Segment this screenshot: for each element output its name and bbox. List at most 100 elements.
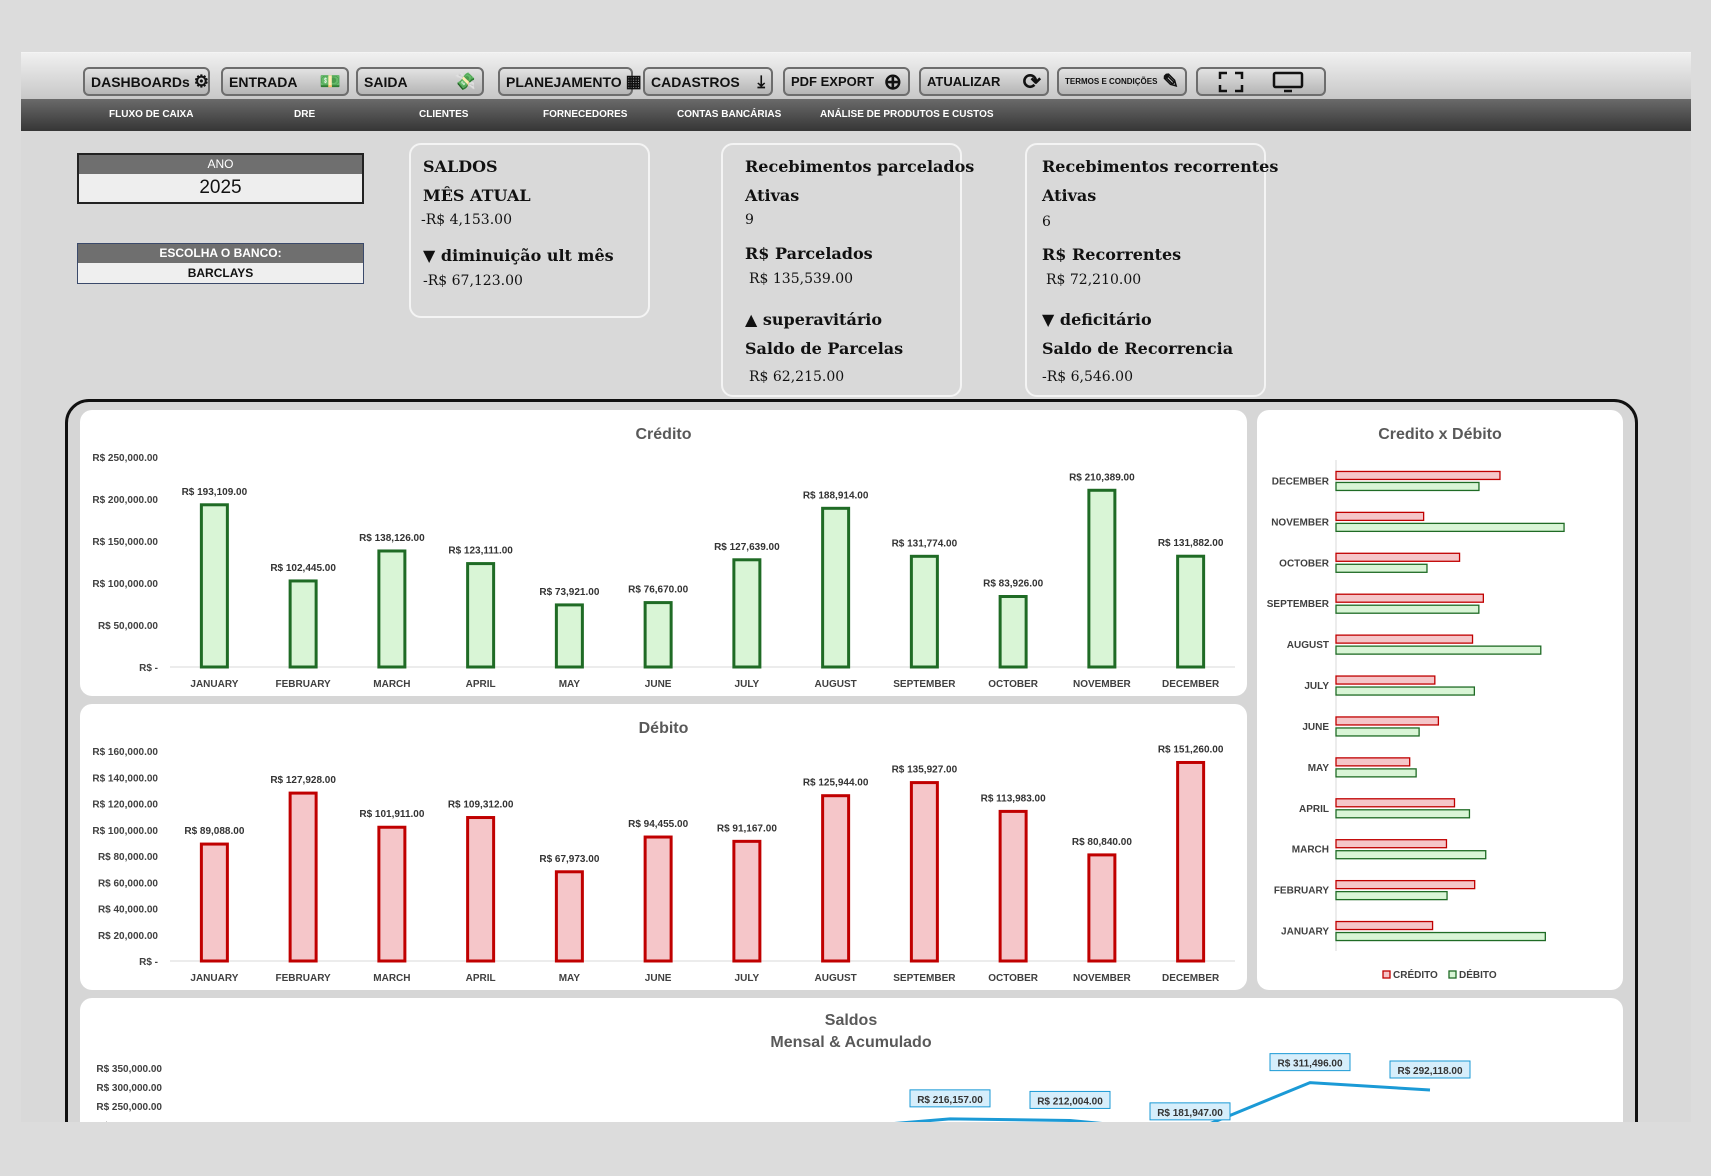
credito-data-label: R$ 138,126.00	[359, 533, 425, 544]
cxd-bar	[1335, 920, 1434, 931]
debito-data-label: R$ 127,928.00	[270, 775, 336, 786]
saldos-data-label: R$ 212,004.00	[1037, 1096, 1103, 1107]
saldos-y-tick-label: R$ 300,000.00	[96, 1083, 162, 1094]
credito-bar	[288, 579, 318, 669]
credito-bar	[821, 506, 851, 669]
cxd-bar	[1335, 563, 1428, 573]
credito-data-label: R$ 131,882.00	[1158, 538, 1224, 549]
cxd-category-label: MARCH	[1292, 845, 1329, 856]
debito-bar	[909, 781, 939, 963]
cxd-bar	[1335, 481, 1480, 492]
bank-selector[interactable]: ESCOLHA O BANCO: BARCLAYS	[77, 243, 364, 284]
credito-bar	[377, 549, 407, 669]
recorrentes-ativas-label: Ativas	[1042, 186, 1097, 205]
edit-document-icon: ✎	[1162, 71, 1179, 93]
subnav-fluxo-de-caixa[interactable]: FLUXO DE CAIXA	[109, 109, 194, 120]
subnav-fornecedores[interactable]: FORNECEDORES	[543, 109, 628, 120]
fullscreen-icon[interactable]	[1218, 71, 1244, 93]
planejamento-button-label: PLANEJAMENTO	[506, 73, 622, 90]
credito-y-tick-label: R$ 200,000.00	[92, 495, 158, 506]
credito-bar	[998, 595, 1028, 669]
cxd-category-label: MAY	[1308, 763, 1330, 774]
dashboard-gear-icon: ⚙	[193, 71, 210, 91]
planejamento-button[interactable]: PLANEJAMENTO ▦	[498, 67, 642, 96]
sub-navigation: FLUXO DE CAIXA DRE CLIENTES FORNECEDORES…	[21, 99, 1691, 131]
cxd-category-label: NOVEMBER	[1271, 517, 1330, 528]
entrada-button[interactable]: ENTRADA 💵	[221, 67, 349, 96]
cxd-bar	[1335, 593, 1484, 603]
saldos-subtitle: MÊS ATUAL	[423, 186, 531, 205]
parcelados-status: ▲ superavitário	[745, 310, 882, 329]
credito-bar	[466, 562, 496, 669]
credito-bar	[1176, 554, 1206, 669]
credito-x-tick-label: JUNE	[645, 679, 672, 690]
recorrentes-rs-value: R$ 72,210.00	[1046, 272, 1142, 288]
debito-bar	[377, 825, 407, 963]
atualizar-button-label: ATUALIZAR	[927, 74, 1001, 89]
debito-data-label: R$ 94,455.00	[628, 819, 688, 830]
subnav-analise-produtos[interactable]: ANÁLISE DE PRODUTOS E CUSTOS	[820, 109, 994, 120]
debito-bar	[643, 835, 673, 963]
credito-bar	[554, 603, 584, 669]
debito-bar	[1176, 760, 1206, 963]
debito-data-label: R$ 67,973.00	[539, 854, 599, 865]
entrada-button-label: ENTRADA	[229, 73, 298, 90]
debito-y-tick-label: R$ 120,000.00	[92, 800, 158, 811]
debito-y-tick-label: R$ 40,000.00	[98, 905, 158, 916]
cxd-bar	[1335, 604, 1480, 614]
cxd-bar	[1335, 634, 1474, 644]
subnav-contas-bancarias[interactable]: CONTAS BANCÁRIAS	[677, 109, 782, 120]
credito-x-tick-label: SEPTEMBER	[893, 679, 956, 690]
saldos-line	[894, 1081, 1431, 1122]
credito-data-label: R$ 123,111.00	[448, 546, 513, 557]
cxd-legend-swatch	[1448, 970, 1457, 979]
credito-data-label: R$ 83,926.00	[983, 579, 1043, 590]
saldos-chart-title: Saldos	[825, 1012, 878, 1029]
top-toolbar: DASHBOARDs ⚙ ENTRADA 💵 SAIDA 💸 PLANEJAME…	[21, 53, 1691, 99]
recorrentes-status: ▼ deficitário	[1042, 310, 1152, 329]
saldos-chart-panel: Saldos Mensal & Acumulado R$ 200,000.00 R$ …	[80, 998, 1623, 1122]
termos-button-label: TERMOS E CONDIÇÕES	[1065, 77, 1158, 86]
credito-x-tick-label: JULY	[735, 679, 760, 690]
cxd-chart-title: Credito x Débito	[1378, 426, 1502, 443]
subnav-clientes[interactable]: CLIENTES	[419, 109, 469, 120]
year-selector[interactable]: ANO 2025	[77, 153, 364, 204]
recorrentes-title: Recebimentos recorrentes	[1042, 157, 1279, 176]
parcelados-saldo-value: R$ 62,215.00	[749, 369, 845, 385]
credito-x-tick-label: NOVEMBER	[1073, 679, 1132, 690]
credito-x-tick-label: AUGUST	[815, 679, 857, 690]
credito-data-label: R$ 127,639.00	[714, 542, 780, 553]
debito-data-label: R$ 101,911.00	[359, 809, 424, 820]
termos-button[interactable]: TERMOS E CONDIÇÕES ✎	[1057, 67, 1187, 96]
cxd-category-label: JULY	[1304, 681, 1329, 692]
money-out-icon: 💸	[454, 71, 476, 91]
dashboards-button[interactable]: DASHBOARDs ⚙	[83, 67, 210, 96]
saida-button[interactable]: SAIDA 💸	[356, 67, 484, 96]
bank-value[interactable]: BARCLAYS	[187, 266, 254, 280]
atualizar-button[interactable]: ATUALIZAR ⟳	[919, 67, 1049, 96]
year-value[interactable]: 2025	[199, 177, 242, 198]
add-circle-icon: ⊕	[883, 68, 902, 94]
credito-y-tick-label: R$ 250,000.00	[92, 453, 158, 464]
credito-y-tick-label: R$ 150,000.00	[92, 537, 158, 548]
saida-button-label: SAIDA	[364, 73, 408, 90]
cxd-bar	[1335, 675, 1436, 685]
cxd-bar	[1335, 552, 1461, 562]
debito-x-tick-label: NOVEMBER	[1073, 973, 1132, 984]
pdf-export-button[interactable]: PDF EXPORT ⊕	[783, 67, 910, 96]
cxd-bar	[1335, 645, 1542, 655]
cxd-legend-label: DÉBITO	[1459, 968, 1497, 981]
saldos-data-label-box	[1029, 1090, 1111, 1109]
credito-x-debito-chart: Credito x Débito DECEMBER NOVEMBER OCTOBER S…	[1267, 426, 1565, 981]
bank-label: ESCOLHA O BANCO:	[78, 244, 363, 263]
credito-data-label: R$ 102,445.00	[270, 563, 336, 574]
monitor-icon[interactable]	[1272, 71, 1304, 93]
subnav-dre[interactable]: DRE	[294, 109, 316, 120]
credito-data-label: R$ 193,109.00	[182, 487, 248, 498]
parcelados-title: Recebimentos parcelados	[745, 157, 975, 176]
debito-x-tick-label: MAY	[559, 973, 581, 984]
saldos-y-tick-label: R$ 350,000.00	[96, 1064, 162, 1075]
cxd-category-label: JANUARY	[1281, 927, 1329, 938]
credito-chart: Crédito R$ - R$ 50,000.00 R$ 100,000.00 R$ 1…	[92, 426, 1235, 690]
cadastros-button[interactable]: CADASTROS ⤓	[643, 67, 773, 96]
